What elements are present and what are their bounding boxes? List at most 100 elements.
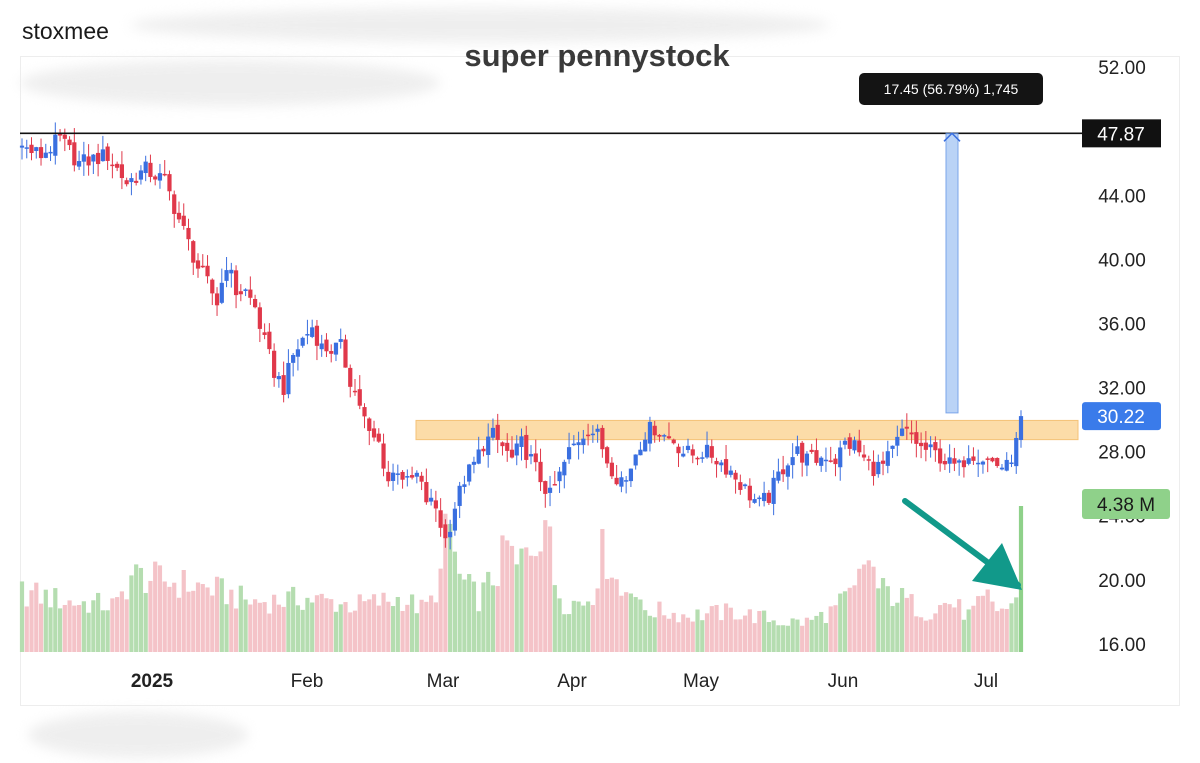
candle-body: [295, 349, 301, 357]
level-price-tag: [1082, 119, 1161, 148]
candle-body: [923, 442, 928, 450]
candle-body: [647, 421, 653, 444]
candle-body: [167, 174, 172, 192]
candle-body: [657, 434, 662, 437]
volume-bar: [662, 615, 667, 652]
candle-body: [371, 428, 377, 438]
candle-body: [505, 442, 510, 451]
volume-bar: [690, 621, 695, 652]
candle-body: [976, 462, 981, 465]
volume-bar: [638, 599, 643, 652]
candle-body: [662, 435, 667, 437]
chart-panel-border: [20, 56, 1180, 706]
y-tick-label: 36.00: [1098, 315, 1146, 336]
candle-body: [390, 472, 396, 481]
volume-bar: [933, 613, 938, 652]
candle-body: [890, 445, 895, 449]
volume-bar: [852, 585, 857, 652]
volume-bar: [476, 611, 481, 652]
candle-body: [100, 149, 105, 162]
volume-bar: [928, 619, 933, 652]
candle-body: [395, 473, 400, 475]
candle-body: [490, 427, 496, 438]
x-tick-label: Jul: [974, 671, 998, 692]
volume-bar: [990, 601, 995, 652]
candle-body: [495, 424, 500, 440]
candle-body: [961, 460, 967, 468]
candle-body: [286, 362, 291, 395]
volume-bar: [357, 594, 362, 652]
y-tick-label: 32.00: [1098, 379, 1146, 400]
volume-bar: [381, 592, 386, 652]
candle-body: [899, 428, 905, 436]
candle-body: [728, 470, 733, 475]
candle-body: [752, 499, 757, 503]
volume-bar: [138, 567, 144, 652]
candle-body: [823, 459, 829, 462]
candle-body: [538, 461, 543, 483]
volume-bar: [72, 605, 77, 652]
candle-body: [243, 289, 248, 291]
candle-body: [57, 133, 63, 136]
candle-body: [980, 461, 986, 465]
x-axis: 2025 Feb Mar Apr May Jun Jul: [131, 671, 998, 692]
volume-bar: [119, 591, 124, 652]
candle-body: [38, 147, 44, 159]
annotation-arrow-head: [972, 543, 1022, 590]
volume-bar: [643, 610, 648, 652]
measure-arrow-head: [943, 132, 961, 142]
volume-bar: [34, 582, 39, 652]
candle-body: [928, 444, 933, 448]
candle-body: [543, 481, 548, 494]
volume-bar: [738, 619, 743, 652]
volume-bar: [566, 614, 572, 652]
candle-body: [942, 461, 947, 465]
candle-body: [809, 449, 814, 452]
volume-bar: [1018, 506, 1024, 652]
candle-body: [652, 425, 657, 436]
redaction-smudge: [20, 60, 440, 106]
candle-body: [76, 161, 82, 167]
volume-bar: [86, 612, 91, 652]
volume-bar: [162, 581, 167, 652]
volume-bar: [685, 617, 691, 652]
measure-label: 17.45 (56.79%) 1,745: [884, 81, 1019, 97]
candle-body: [966, 458, 971, 464]
volume-bar: [700, 620, 705, 652]
volume-bar: [909, 594, 914, 652]
candle-body: [938, 448, 943, 464]
volume-bar: [281, 606, 286, 652]
x-tick-label: Feb: [291, 671, 324, 692]
volume-bar: [195, 582, 201, 652]
candle-body: [790, 457, 795, 466]
candle-body: [685, 445, 691, 451]
candle-body: [914, 432, 919, 444]
volume-bar: [291, 586, 296, 652]
candle-body: [814, 450, 819, 463]
volume-bar: [57, 608, 63, 652]
candle-body: [352, 390, 358, 393]
candle-body: [605, 447, 610, 464]
volume-bar: [205, 587, 210, 652]
volume-bar: [695, 609, 700, 652]
candle-body: [262, 332, 267, 335]
volume-bar: [43, 589, 48, 652]
volume-bar: [157, 565, 163, 652]
volume-bar: [224, 604, 229, 652]
candle-body: [681, 453, 686, 457]
volume-bar: [871, 566, 876, 652]
volume-bar: [467, 574, 472, 652]
volume-bar: [814, 615, 819, 652]
volume-bar: [62, 604, 67, 652]
volume-bar: [904, 597, 909, 652]
candle-body: [866, 459, 871, 461]
volume-bar: [200, 584, 205, 652]
candle-body: [781, 469, 786, 475]
candle-body: [476, 449, 481, 464]
candle-body: [562, 461, 567, 476]
volume-bar: [528, 555, 534, 652]
x-tick-label: Apr: [557, 671, 587, 692]
candle-body: [433, 500, 438, 509]
candle-body: [995, 457, 1000, 466]
